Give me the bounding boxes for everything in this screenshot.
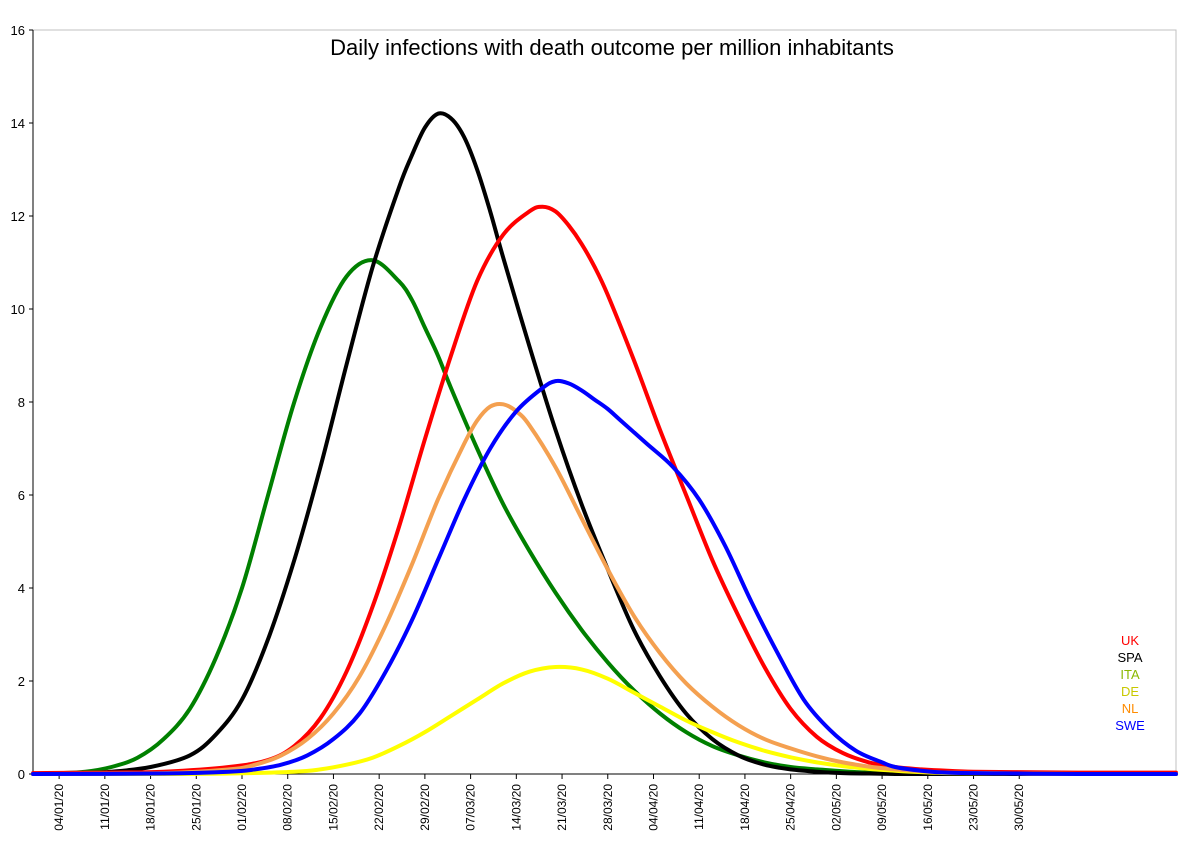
y-tick-label: 6: [18, 488, 25, 503]
x-tick-label: 23/05/20: [967, 784, 981, 831]
x-tick-label: 04/01/20: [52, 784, 66, 831]
x-tick-label: 15/02/20: [326, 784, 340, 831]
legend-entry-uk: UK: [1121, 633, 1139, 648]
legend-entry-swe: SWE: [1115, 718, 1145, 733]
legend-entry-ita: ITA: [1120, 667, 1140, 682]
series-line-spa: [31, 111, 1178, 777]
x-tick-label: 28/03/20: [601, 784, 615, 831]
x-tick-label: 16/05/20: [921, 784, 935, 831]
x-tick-label: 04/04/20: [646, 784, 660, 831]
legend-entry-spa: SPA: [1117, 650, 1142, 665]
x-tick-label: 14/03/20: [509, 784, 523, 831]
x-tick-label: 18/01/20: [144, 784, 158, 831]
x-tick-label: 25/04/20: [784, 784, 798, 831]
x-tick-label: 07/03/20: [464, 784, 478, 831]
x-tick-label: 11/04/20: [692, 784, 706, 830]
x-tick-label: 01/02/20: [235, 784, 249, 831]
series-line-swe: [31, 378, 1178, 777]
y-tick-label: 2: [18, 674, 25, 689]
x-tick-label: 08/02/20: [281, 784, 295, 831]
y-tick-label: 10: [11, 302, 25, 317]
y-tick-label: 14: [11, 116, 25, 131]
x-axis: 04/01/20 11/01/20 18/01/20 25/01/20 01/02/20…: [33, 773, 1176, 831]
x-tick-label: 18/04/20: [738, 784, 752, 831]
series-group: [31, 111, 1178, 777]
x-tick-label: 25/01/20: [189, 784, 203, 831]
y-tick-label: 8: [18, 395, 25, 410]
x-tick-label: 22/02/20: [372, 784, 386, 831]
legend: UK SPA ITA DE NL SWE: [1115, 633, 1145, 733]
y-tick-label: 4: [18, 581, 25, 596]
y-axis: 0 2 4 6 8 10 12 14 16: [11, 23, 34, 782]
legend-entry-de: DE: [1121, 684, 1139, 699]
chart-title: Daily infections with death outcome per …: [330, 35, 894, 60]
x-tick-label: 30/05/20: [1012, 784, 1026, 831]
x-tick-label: 02/05/20: [829, 784, 843, 831]
y-tick-label: 16: [11, 23, 25, 38]
legend-entry-nl: NL: [1122, 701, 1139, 716]
series-line-nl: [31, 401, 1178, 777]
x-tick-label: 11/01/20: [98, 784, 112, 830]
x-tick-label: 09/05/20: [875, 784, 889, 831]
x-tick-label: 21/03/20: [555, 784, 569, 831]
x-tick-label: 29/02/20: [418, 784, 432, 831]
y-tick-label: 12: [11, 209, 25, 224]
plot-area: [32, 29, 1177, 775]
y-tick-label: 0: [18, 767, 25, 782]
